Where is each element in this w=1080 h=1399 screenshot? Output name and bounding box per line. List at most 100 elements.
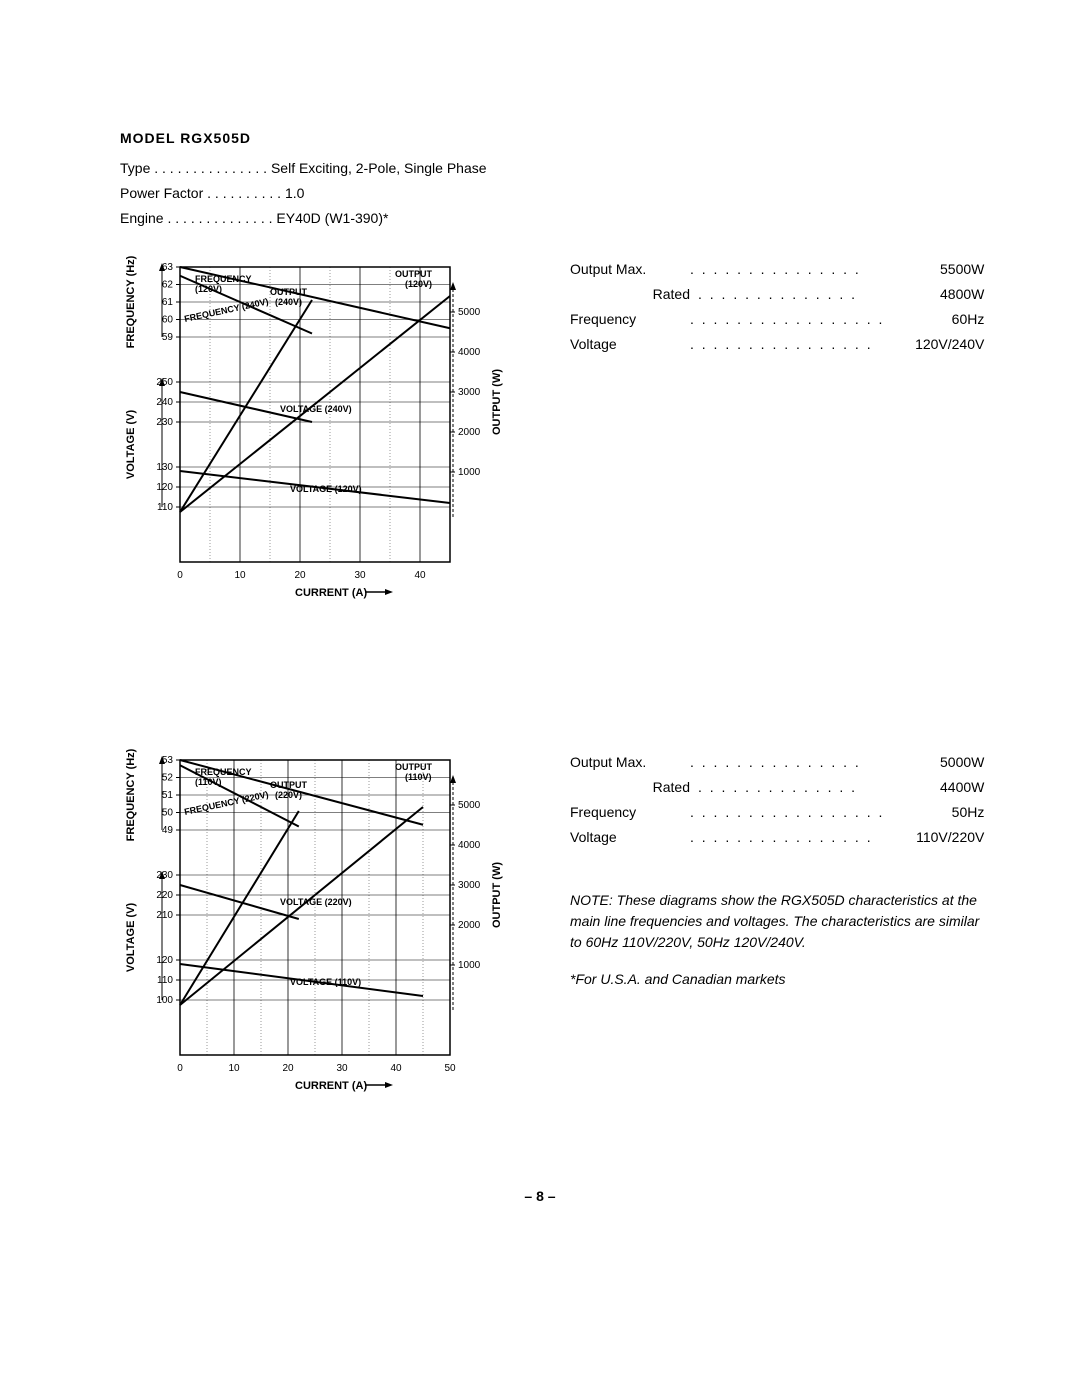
svg-text:62: 62: [162, 279, 174, 290]
svg-text:230: 230: [156, 417, 173, 428]
svg-text:VOLTAGE (V): VOLTAGE (V): [125, 902, 137, 972]
spec-val: 5500W: [884, 257, 984, 282]
svg-text:30: 30: [354, 570, 366, 581]
spec-dots: . . . . . . . . . . . . . . .: [690, 257, 884, 282]
svg-text:3000: 3000: [458, 880, 481, 891]
spec-row: Output Max.. . . . . . . . . . . . . . .…: [570, 750, 984, 775]
spec-row: Rated. . . . . . . . . . . . . .4800W: [570, 282, 984, 307]
spec-row: Voltage. . . . . . . . . . . . . . . .12…: [570, 332, 984, 357]
svg-text:50: 50: [162, 807, 174, 818]
spec-row: Output Max.. . . . . . . . . . . . . . .…: [570, 257, 984, 282]
spec-val: 60Hz: [884, 307, 984, 332]
spec-row: Voltage. . . . . . . . . . . . . . . .11…: [570, 825, 984, 850]
model-title: MODEL RGX505D: [120, 130, 960, 146]
svg-text:1000: 1000: [458, 467, 481, 478]
svg-text:FREQUENCY (Hz): FREQUENCY (Hz): [125, 255, 137, 348]
svg-text:CURRENT (A): CURRENT (A): [295, 1080, 367, 1092]
svg-text:110: 110: [157, 975, 173, 986]
spec-value: EY40D (W1-390)*: [276, 210, 388, 226]
svg-text:VOLTAGE (220V): VOLTAGE (220V): [280, 897, 352, 907]
svg-text:OUTPUT (W): OUTPUT (W): [491, 368, 503, 434]
spec-dots: . . . . . . . . . . . . . . .: [154, 160, 267, 176]
svg-text:52: 52: [162, 772, 174, 783]
spec-val: 4400W: [884, 775, 984, 800]
svg-text:VOLTAGE (V): VOLTAGE (V): [125, 409, 137, 479]
spec-row: Frequency. . . . . . . . . . . . . . . .…: [570, 307, 984, 332]
svg-text:120: 120: [156, 955, 173, 966]
svg-text:OUTPUT: OUTPUT: [395, 269, 433, 279]
spec-label: Power Factor: [120, 185, 203, 201]
svg-text:59: 59: [162, 332, 174, 343]
svg-text:60: 60: [162, 314, 174, 325]
spec-key: Output Max.: [570, 257, 690, 282]
svg-text:61: 61: [162, 297, 174, 308]
svg-text:50: 50: [444, 1063, 456, 1074]
svg-text:0: 0: [177, 570, 183, 581]
svg-text:VOLTAGE (120V): VOLTAGE (120V): [290, 484, 362, 494]
svg-text:40: 40: [414, 570, 426, 581]
svg-text:5000: 5000: [458, 307, 481, 318]
chart-60hz: 0102030405960616263230240250110120130100…: [120, 252, 510, 655]
spec-dots: . . . . . . . . . . . . . .: [698, 775, 884, 800]
spec-label: Type: [120, 160, 150, 176]
svg-text:220: 220: [156, 890, 173, 901]
svg-text:10: 10: [234, 570, 246, 581]
svg-text:2000: 2000: [458, 920, 481, 931]
svg-text:40: 40: [390, 1063, 402, 1074]
svg-text:250: 250: [156, 377, 173, 388]
spec-dots: . . . . . . . . . . . . . .: [698, 282, 884, 307]
svg-text:(110V): (110V): [195, 777, 222, 787]
svg-text:20: 20: [282, 1063, 294, 1074]
spec-val: 120V/240V: [884, 332, 984, 357]
svg-text:OUTPUT: OUTPUT: [270, 780, 308, 790]
spec-key: Rated: [570, 282, 698, 307]
svg-text:20: 20: [294, 570, 306, 581]
svg-text:(120V): (120V): [195, 284, 222, 294]
spec-val: 110V/220V: [884, 825, 984, 850]
svg-text:2000: 2000: [458, 427, 481, 438]
spec-value: 1.0: [285, 185, 304, 201]
page-number: – 8 –: [120, 1188, 960, 1204]
svg-text:4000: 4000: [458, 347, 481, 358]
svg-text:(120V): (120V): [405, 279, 432, 289]
svg-text:(110V): (110V): [405, 772, 432, 782]
header-specs: Type . . . . . . . . . . . . . . . Self …: [120, 156, 960, 232]
chart-50hz-specs: Output Max.. . . . . . . . . . . . . . .…: [570, 745, 984, 1148]
svg-text:120: 120: [156, 482, 173, 493]
spec-dots: . . . . . . . . . . . . . . . .: [690, 332, 884, 357]
svg-text:FREQUENCY (Hz): FREQUENCY (Hz): [125, 748, 137, 841]
svg-text:1000: 1000: [458, 960, 481, 971]
svg-text:4000: 4000: [458, 840, 481, 851]
spec-key: Voltage: [570, 332, 690, 357]
spec-dots: . . . . . . . . . . . . . . . . .: [690, 800, 884, 825]
spec-line: Power Factor . . . . . . . . . . 1.0: [120, 181, 960, 206]
spec-dots: . . . . . . . . . .: [207, 185, 281, 201]
svg-text:5000: 5000: [458, 800, 481, 811]
spec-line: Type . . . . . . . . . . . . . . . Self …: [120, 156, 960, 181]
svg-text:51: 51: [162, 790, 174, 801]
spec-key: Rated: [570, 775, 698, 800]
spec-key: Output Max.: [570, 750, 690, 775]
svg-text:0: 0: [177, 1063, 183, 1074]
svg-text:49: 49: [162, 825, 174, 836]
svg-text:CURRENT (A): CURRENT (A): [295, 587, 367, 599]
svg-text:FREQUENCY: FREQUENCY: [195, 274, 252, 284]
svg-text:10: 10: [228, 1063, 240, 1074]
spec-val: 50Hz: [884, 800, 984, 825]
spec-line: Engine . . . . . . . . . . . . . . EY40D…: [120, 206, 960, 231]
chart-50hz: 0102030405049505152532102202301001101201…: [120, 745, 510, 1148]
spec-key: Frequency: [570, 307, 690, 332]
svg-text:130: 130: [156, 462, 173, 473]
svg-text:VOLTAGE (240V): VOLTAGE (240V): [280, 404, 352, 414]
spec-row: Frequency. . . . . . . . . . . . . . . .…: [570, 800, 984, 825]
svg-text:240: 240: [156, 397, 173, 408]
svg-text:FREQUENCY (220V): FREQUENCY (220V): [183, 789, 269, 817]
note-text: NOTE: These diagrams show the RGX505D ch…: [570, 890, 984, 953]
svg-text:110: 110: [157, 502, 173, 513]
svg-text:(220V): (220V): [275, 790, 302, 800]
svg-text:30: 30: [336, 1063, 348, 1074]
svg-text:OUTPUT: OUTPUT: [395, 762, 433, 772]
spec-row: Rated. . . . . . . . . . . . . .4400W: [570, 775, 984, 800]
spec-val: 5000W: [884, 750, 984, 775]
spec-label: Engine: [120, 210, 164, 226]
